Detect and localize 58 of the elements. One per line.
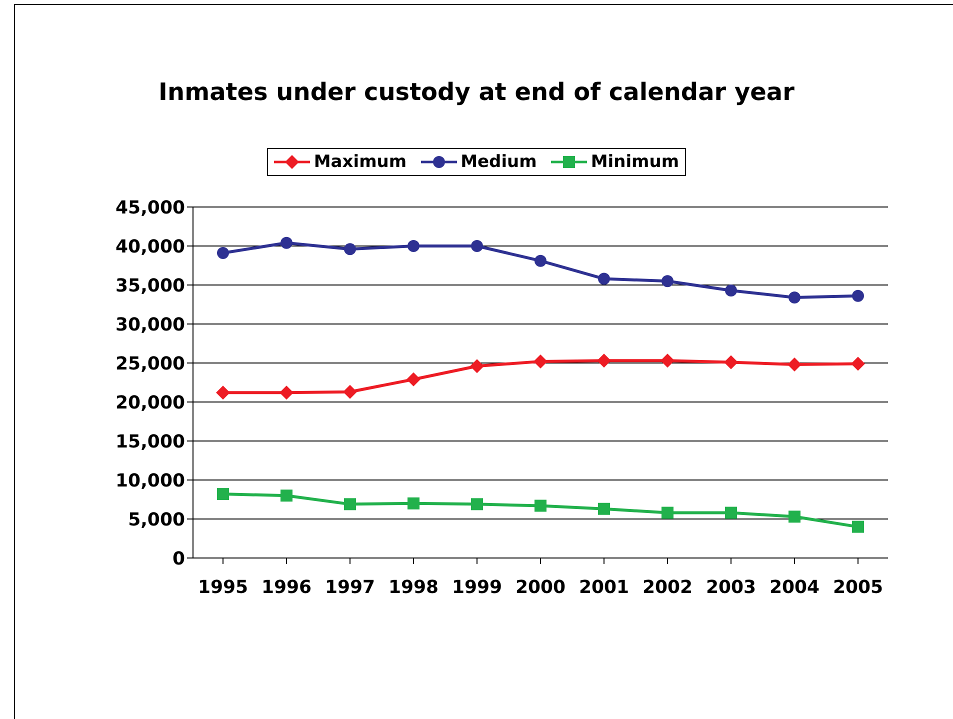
y-tick-label: 30,000 xyxy=(116,314,185,336)
point xyxy=(217,488,229,500)
y-tick-label: 40,000 xyxy=(116,236,185,258)
point xyxy=(851,356,865,371)
point xyxy=(724,355,738,370)
point xyxy=(788,358,802,372)
y-tick-label: 15,000 xyxy=(116,431,185,452)
x-tick-label: 2005 xyxy=(832,576,884,598)
point xyxy=(534,354,548,368)
point xyxy=(598,502,610,515)
x-tick-label: 1997 xyxy=(324,576,376,598)
y-tick-label: 0 xyxy=(172,548,185,570)
point xyxy=(534,254,546,267)
y-tick-label: 20,000 xyxy=(116,392,185,414)
legend-label: Minimum xyxy=(590,152,680,172)
x-tick-label: 1999 xyxy=(452,576,502,598)
x-tick-label: 2000 xyxy=(515,576,566,598)
x-tick-label: 2003 xyxy=(706,576,756,598)
point xyxy=(852,290,864,302)
x-tick-label: 2002 xyxy=(642,576,693,598)
x-tick-label: 1998 xyxy=(388,576,439,598)
x-tick-label: 2004 xyxy=(769,576,820,598)
x-tick-label: 1995 xyxy=(198,576,248,598)
point xyxy=(280,386,294,400)
point xyxy=(662,275,674,288)
point xyxy=(470,359,484,374)
point xyxy=(471,240,483,252)
point xyxy=(534,500,546,512)
point xyxy=(343,384,357,399)
y-tick-label: 25,000 xyxy=(116,353,185,374)
legend-label: Maximum xyxy=(314,152,407,172)
point xyxy=(408,497,420,510)
point xyxy=(660,354,674,368)
point xyxy=(344,498,356,510)
point xyxy=(598,272,610,285)
point xyxy=(344,243,356,256)
x-tick-label: 1996 xyxy=(261,576,312,598)
point xyxy=(217,247,229,260)
point xyxy=(788,510,800,523)
legend-label: Medium xyxy=(460,152,537,172)
point xyxy=(408,240,420,252)
point xyxy=(471,498,483,510)
point xyxy=(725,284,737,296)
point xyxy=(280,236,292,249)
y-tick-label: 45,000 xyxy=(116,197,185,218)
y-tick-label: 35,000 xyxy=(116,275,185,296)
point xyxy=(788,291,800,304)
point xyxy=(725,506,737,519)
x-tick-label: 2001 xyxy=(578,576,630,598)
y-tick-label: 10,000 xyxy=(116,470,185,492)
point xyxy=(216,386,230,400)
point xyxy=(597,354,611,368)
point xyxy=(406,372,420,386)
point xyxy=(280,490,292,502)
point xyxy=(662,506,674,519)
point xyxy=(852,520,864,533)
chart-title: Inmates under custody at end of calendar year xyxy=(158,78,796,106)
y-tick-label: 5,000 xyxy=(128,509,185,530)
